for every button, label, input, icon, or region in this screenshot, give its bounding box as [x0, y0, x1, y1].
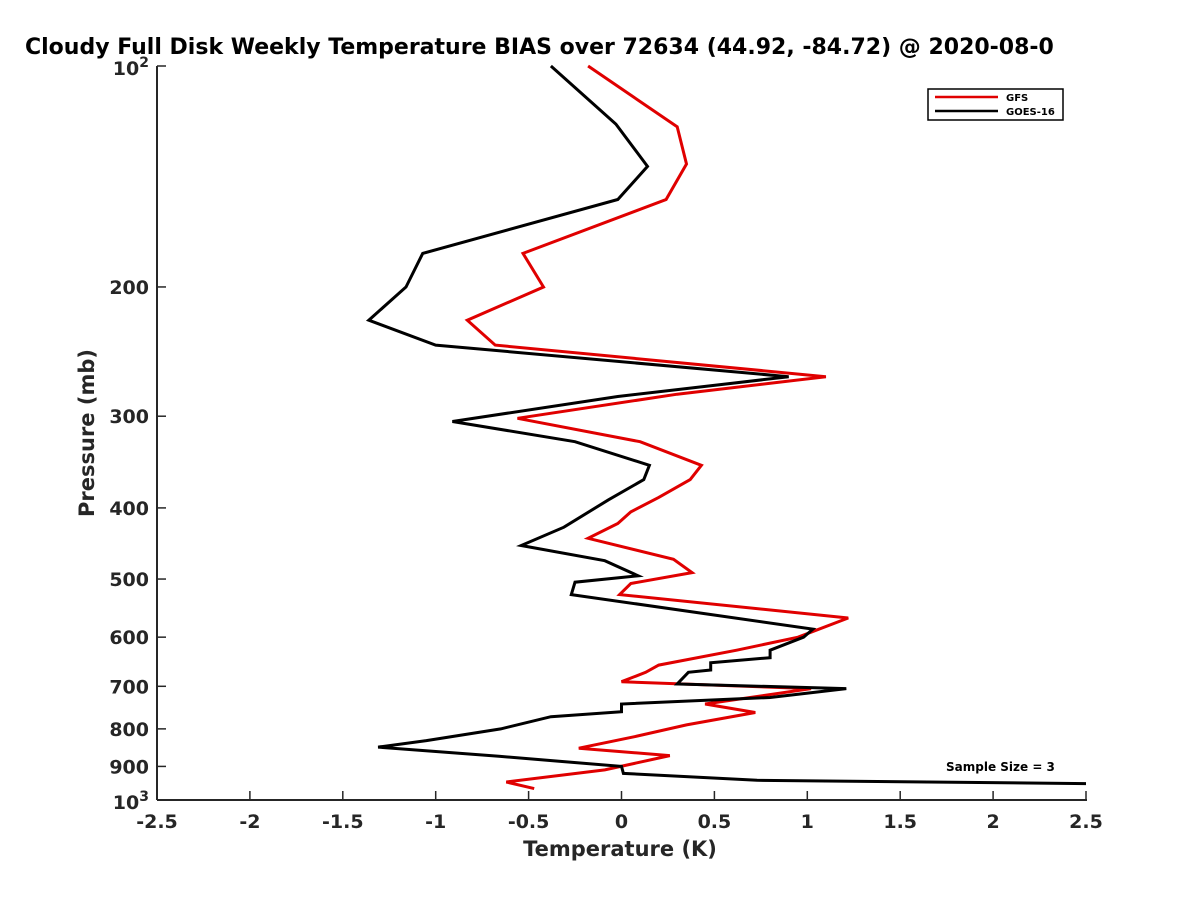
- y-tick-label: 800: [109, 719, 149, 741]
- series-line-gfs: [464, 64, 849, 791]
- x-tick-label: -2: [239, 811, 260, 833]
- x-axis-label: Temperature (K): [523, 837, 717, 861]
- x-tick-label: 0.5: [698, 811, 732, 833]
- x-tick-label: -0.5: [508, 811, 550, 833]
- y-ticks: 102 200 300 400 500 600 700 800 900 103: [109, 55, 166, 814]
- x-tick-label: 2: [986, 811, 999, 833]
- y-tick-label: 400: [109, 498, 149, 520]
- y-tick-label: 900: [109, 756, 149, 778]
- y-tick-label: 103: [113, 789, 149, 814]
- legend-box: [927, 88, 1064, 121]
- series-line-goes16: [365, 64, 1087, 786]
- y-tick-label: 102: [113, 55, 149, 80]
- x-tick-label: 1: [801, 811, 814, 833]
- legend-label-goes16: GOES-16: [1006, 107, 1055, 118]
- x-tick-label: -2.5: [136, 811, 178, 833]
- x-tick-label: 1.5: [883, 811, 917, 833]
- y-tick-label: 700: [109, 676, 149, 698]
- sample-size-annotation: Sample Size = 3: [946, 760, 1055, 774]
- y-tick-label: 600: [109, 627, 149, 649]
- legend-label-gfs: GFS: [1006, 93, 1028, 104]
- x-tick-label: 2.5: [1069, 811, 1103, 833]
- x-tick-label: -1: [425, 811, 446, 833]
- series-layer: [365, 64, 1087, 791]
- y-axis-label: Pressure (mb): [75, 349, 99, 517]
- x-ticks: -2.5 -2 -1.5 -1 -0.5 0 0.5 1 1.5 2 2.5: [136, 791, 1103, 833]
- y-tick-label: 200: [109, 277, 149, 299]
- y-tick-label: 500: [109, 569, 149, 591]
- x-tick-label: 0: [615, 811, 628, 833]
- x-tick-label: -1.5: [322, 811, 364, 833]
- y-tick-label: 300: [109, 406, 149, 428]
- legend: GFS GOES-16: [927, 88, 1064, 121]
- chart-title: Cloudy Full Disk Weekly Temperature BIAS…: [25, 35, 1054, 60]
